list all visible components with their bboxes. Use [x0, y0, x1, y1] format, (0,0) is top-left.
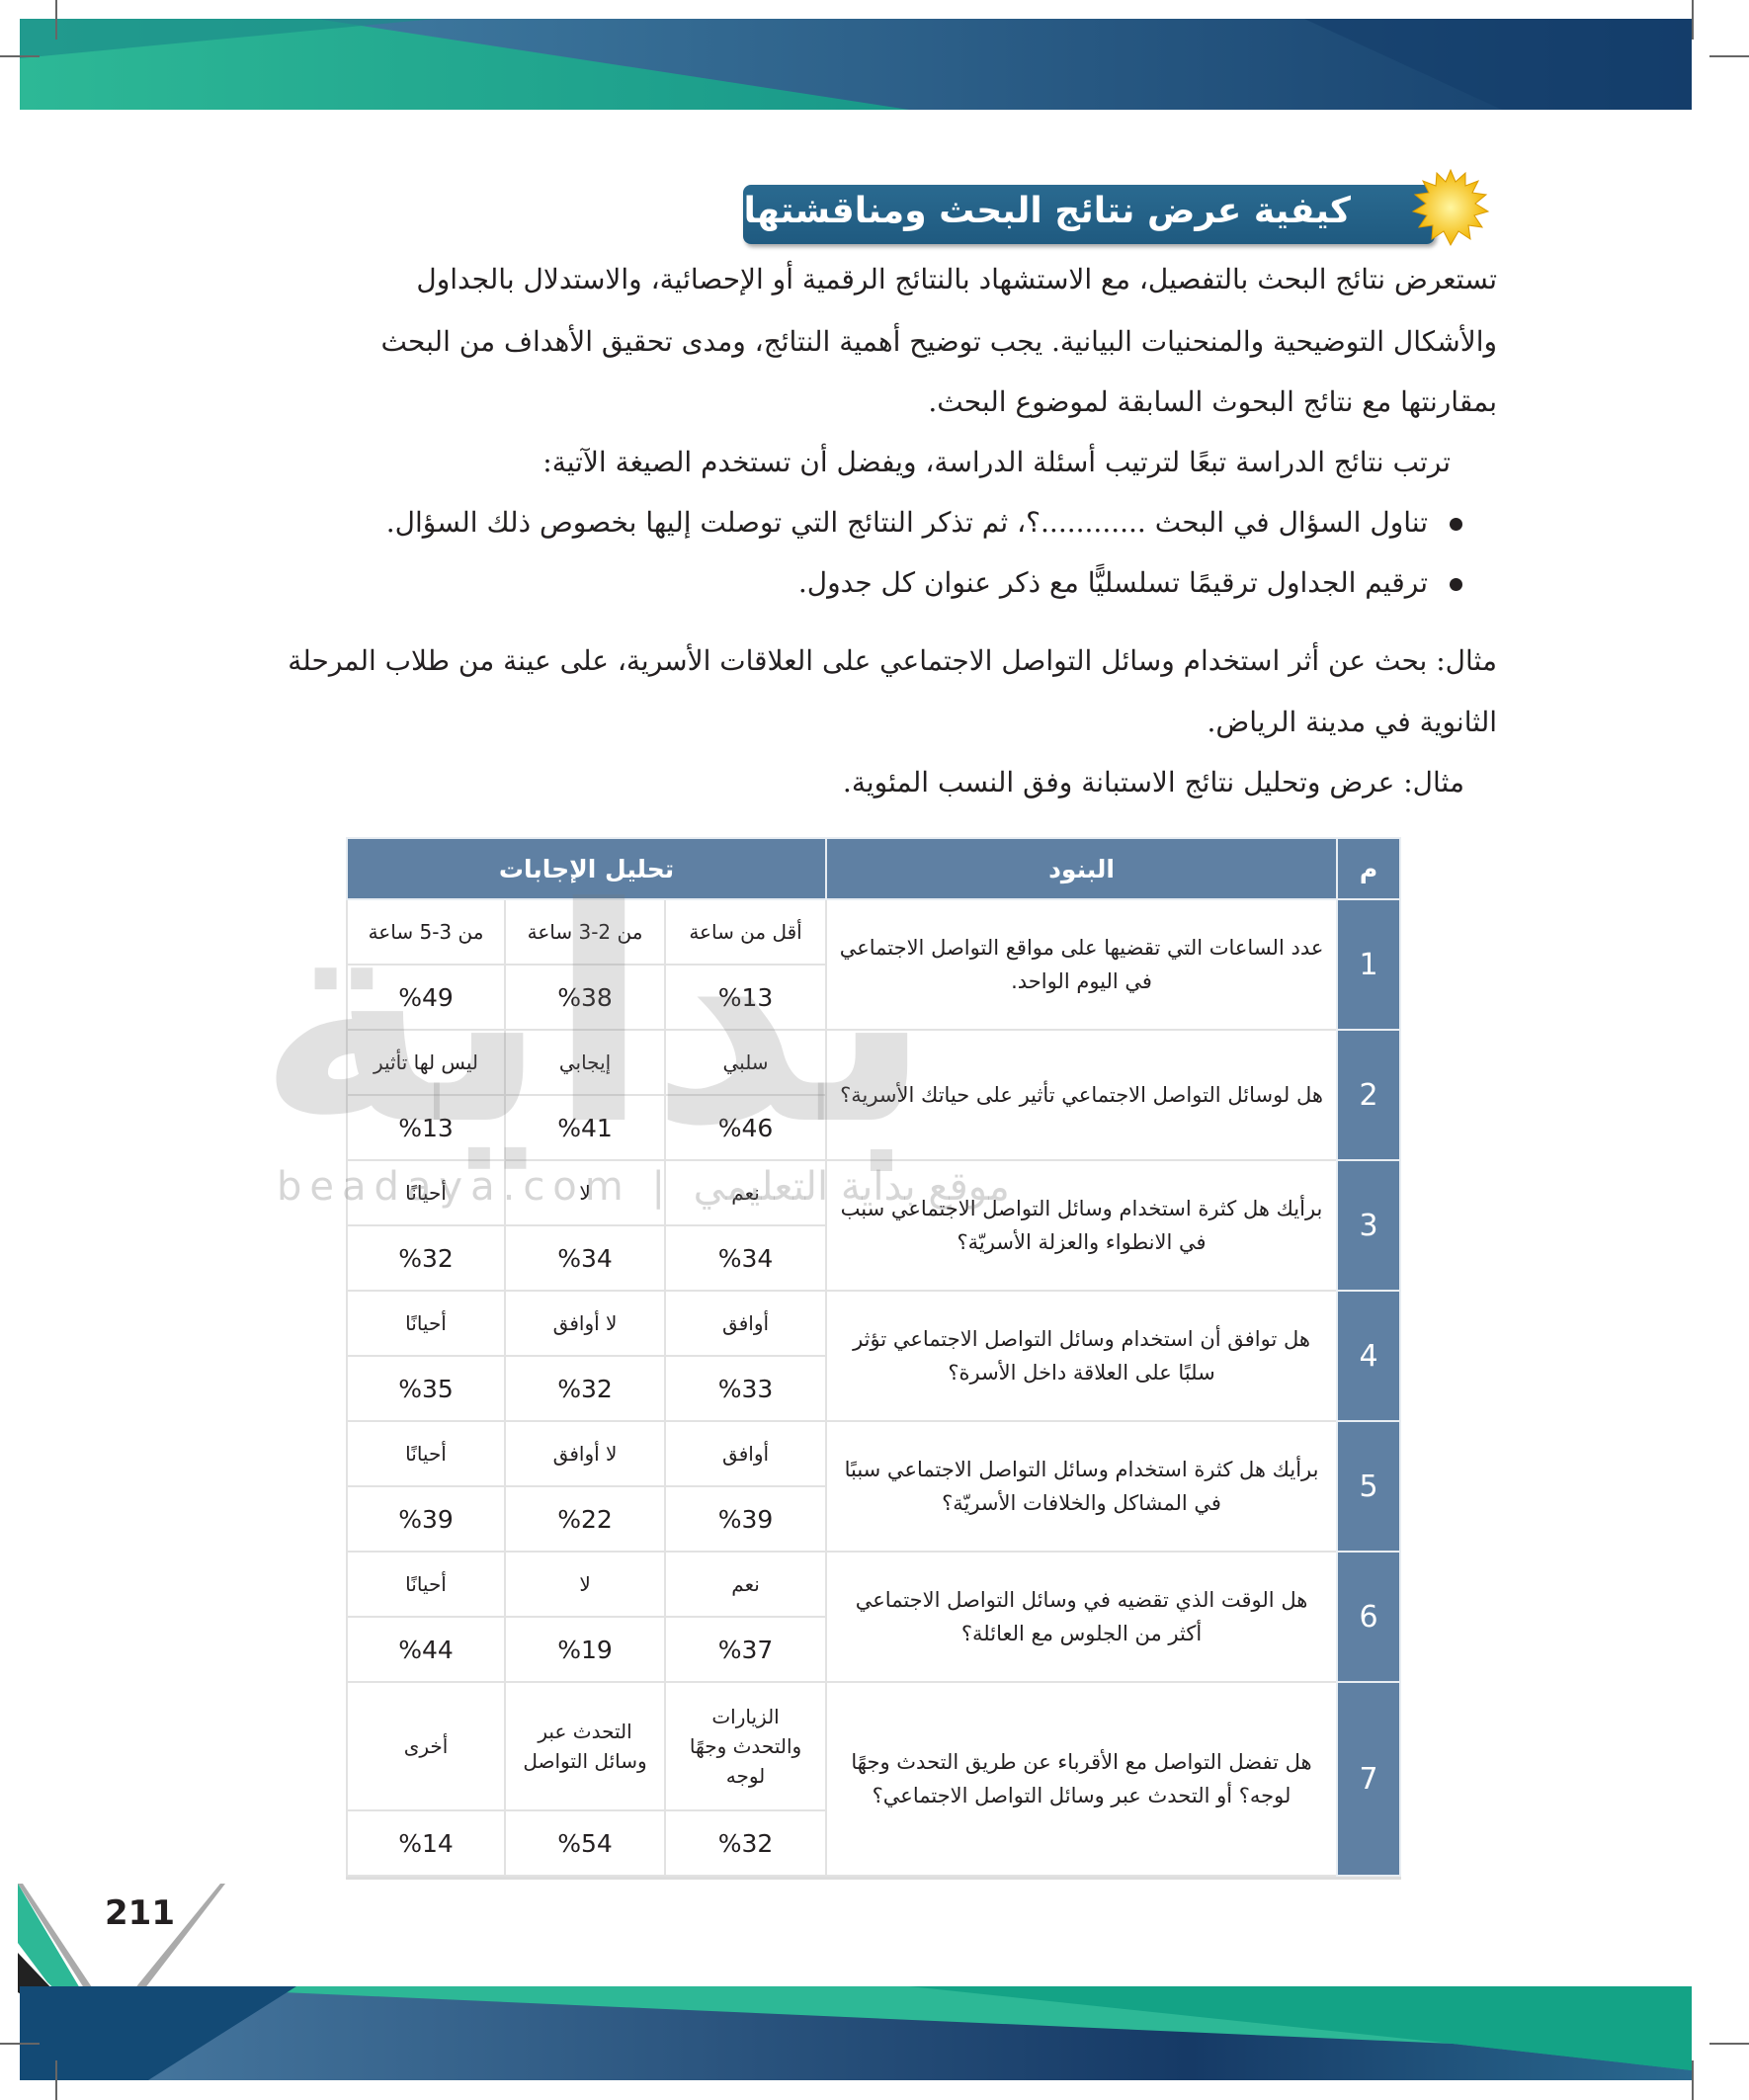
intro-paragraph-line-1: تستعرض نتائج البحث بالتفصيل، مع الاستشها… [416, 263, 1497, 295]
answer-option: من 3-5 ساعة [345, 898, 507, 966]
bullet-icon [1450, 578, 1462, 591]
answer-percentage: %38 [504, 964, 667, 1031]
answer-option: لا أوافق [504, 1420, 667, 1487]
answer-option: التحدث عبر وسائل التواصل [504, 1681, 667, 1811]
answer-percentage: %13 [345, 1094, 507, 1161]
answer-option: لا [504, 1159, 667, 1226]
answer-percentage: %14 [345, 1809, 507, 1877]
answer-option: ليس لها تأثير [345, 1029, 507, 1096]
header-items: البنود [825, 837, 1339, 900]
answer-percentage: %13 [664, 964, 828, 1031]
answer-percentage: %54 [504, 1809, 667, 1877]
top-decorative-band [20, 19, 1692, 110]
example-line-2: الثانوية في مدينة الرياض. [1207, 706, 1497, 738]
row-question: هل لوسائل التواصل الاجتماعي تأثير على حي… [825, 1029, 1339, 1161]
bullet-item-1: تناول السؤال في البحث ............؟، ثم … [386, 506, 1462, 539]
header-analysis: تحليل الإجابات [345, 837, 828, 900]
answer-option: سلبي [664, 1029, 828, 1096]
answer-option: أقل من ساعة [664, 898, 828, 966]
results-table: م البنود تحليل الإجابات 1 عدد الساعات ال… [345, 837, 1402, 1877]
row-number: 5 [1336, 1420, 1402, 1553]
table-row-values: %39 %22 %39 [345, 1485, 1400, 1553]
answer-percentage: %34 [664, 1224, 828, 1292]
answer-option: لا أوافق [504, 1290, 667, 1357]
answer-percentage: %46 [664, 1094, 828, 1161]
row-question: عدد الساعات التي تقضيها على مواقع التواص… [825, 898, 1339, 1031]
answer-option: أخرى [345, 1681, 507, 1811]
row-question: برأيك هل كثرة استخدام وسائل التواصل الاج… [825, 1420, 1339, 1553]
answer-option: لا [504, 1551, 667, 1618]
answer-option: نعم [664, 1551, 828, 1618]
ordering-paragraph: ترتب نتائج الدراسة تبعًا لترتيب أسئلة ال… [542, 446, 1451, 478]
row-number: 2 [1336, 1029, 1402, 1161]
row-question: هل الوقت الذي تقضيه في وسائل التواصل الا… [825, 1551, 1339, 1683]
bullet-text: ترقيم الجداول ترقيمًا تسلسليًّا مع ذكر ع… [797, 566, 1428, 599]
table-row-values: %46 %41 %13 [345, 1094, 1400, 1161]
intro-paragraph-line-2: والأشكال التوضيحية والمنحنيات البيانية. … [380, 325, 1497, 358]
bottom-decorative-band [20, 1986, 1692, 2080]
row-question: هل توافق أن استخدام وسائل التواصل الاجتم… [825, 1290, 1339, 1422]
answer-percentage: %37 [664, 1616, 828, 1683]
table-row-values: %34 %34 %32 [345, 1224, 1400, 1292]
row-question: هل تفضل التواصل مع الأقرباء عن طريق التح… [825, 1681, 1339, 1877]
answer-percentage: %39 [664, 1485, 828, 1553]
answer-percentage: %49 [345, 964, 507, 1031]
bullet-icon [1450, 518, 1462, 531]
bullet-item-2: ترقيم الجداول ترقيمًا تسلسليًّا مع ذكر ع… [798, 566, 1462, 599]
row-number: 6 [1336, 1551, 1402, 1683]
section-title: كيفية عرض نتائج البحث ومناقشتها [743, 191, 1351, 231]
answer-option: أحيانًا [345, 1159, 507, 1226]
header-num: م [1336, 837, 1402, 900]
answer-option: إيجابي [504, 1029, 667, 1096]
answer-option: الزيارات والتحدث وجهًا لوجه [664, 1681, 828, 1811]
table-row-values: %37 %19 %44 [345, 1616, 1400, 1683]
table-row-values: %32 %54 %14 [345, 1809, 1400, 1877]
answer-percentage: %32 [345, 1224, 507, 1292]
row-number: 1 [1336, 898, 1402, 1031]
table-row-options: 2 هل لوسائل التواصل الاجتماعي تأثير على … [345, 1029, 1402, 1161]
section-title-banner: كيفية عرض نتائج البحث ومناقشتها [743, 185, 1435, 244]
row-number: 3 [1336, 1159, 1402, 1292]
table-row-options: 4 هل توافق أن استخدام وسائل التواصل الاج… [345, 1290, 1402, 1422]
intro-paragraph-line-3: بمقارنتها مع نتائج البحوث السابقة لموضوع… [928, 385, 1497, 418]
row-question: برأيك هل كثرة استخدام وسائل التواصل الاج… [825, 1159, 1339, 1292]
answer-option: نعم [664, 1159, 828, 1226]
answer-percentage: %35 [345, 1355, 507, 1422]
starburst-icon [1411, 168, 1490, 247]
table-row-options: 1 عدد الساعات التي تقضيها على مواقع التو… [345, 898, 1402, 1031]
answer-option: أحيانًا [345, 1290, 507, 1357]
answer-percentage: %19 [504, 1616, 667, 1683]
answer-percentage: %33 [664, 1355, 828, 1422]
answer-percentage: %41 [504, 1094, 667, 1161]
answer-percentage: %34 [504, 1224, 667, 1292]
page-number: 211 [105, 1893, 175, 1933]
answer-percentage: %44 [345, 1616, 507, 1683]
answer-option: من 2-3 ساعة [504, 898, 667, 966]
answer-percentage: %32 [504, 1355, 667, 1422]
row-number: 7 [1336, 1681, 1402, 1877]
table-row-options: 3 برأيك هل كثرة استخدام وسائل التواصل ال… [345, 1159, 1402, 1292]
bullet-text: تناول السؤال في البحث ............؟، ثم … [385, 506, 1428, 539]
table-row-values: %33 %32 %35 [345, 1355, 1400, 1422]
table-row-values: %13 %38 %49 [345, 964, 1400, 1031]
answer-percentage: %39 [345, 1485, 507, 1553]
answer-percentage: %22 [504, 1485, 667, 1553]
row-number: 4 [1336, 1290, 1402, 1422]
example-line-3: مثال: عرض وتحليل نتائج الاستبانة وفق الن… [842, 766, 1464, 798]
example-line-1: مثال: بحث عن أثر استخدام وسائل التواصل ا… [288, 644, 1497, 677]
table-row-options: 7 هل تفضل التواصل مع الأقرباء عن طريق ال… [345, 1681, 1402, 1877]
answer-percentage: %32 [664, 1809, 828, 1877]
answer-option: أوافق [664, 1420, 828, 1487]
answer-option: أحيانًا [345, 1420, 507, 1487]
answer-option: أوافق [664, 1290, 828, 1357]
answer-option: أحيانًا [345, 1551, 507, 1618]
table-row-options: 6 هل الوقت الذي تقضيه في وسائل التواصل ا… [345, 1551, 1402, 1683]
table-row-options: 5 برأيك هل كثرة استخدام وسائل التواصل ال… [345, 1420, 1402, 1553]
